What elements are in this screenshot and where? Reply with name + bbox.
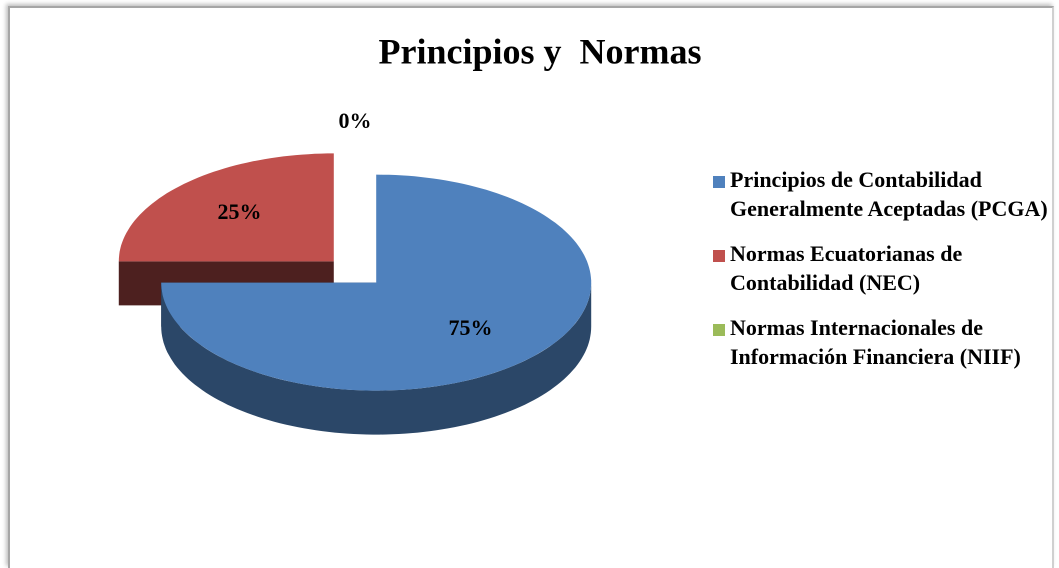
legend-label: Normas Internacionales de Información Fi… (730, 315, 1021, 369)
data-label: 25% (218, 199, 262, 224)
data-label: 0% (339, 108, 372, 133)
chart: Principios y Normas 75% 25% 0% (118, 31, 702, 435)
slice-side (161, 282, 592, 435)
legend-entry: Normas Ecuatorianas de Contabilidad (NEC… (712, 239, 1052, 297)
legend-swatch (713, 176, 725, 188)
legend-swatch (713, 250, 725, 262)
legend-label: Normas Ecuatorianas de Contabilidad (NEC… (730, 241, 963, 295)
slice (161, 174, 592, 391)
legend: Principios de Contabilidad Generalmente … (712, 165, 1052, 387)
data-label: 75% (448, 315, 492, 340)
chart-title: Principios y Normas (379, 31, 702, 71)
chart-frame (8, 6, 1054, 568)
page: Principios y Normas 75% 25% 0% Principios … (8, 6, 1054, 568)
legend-label: Principios de Contabilidad Generalmente … (730, 167, 1048, 221)
slice (118, 153, 334, 262)
legend-entry: Normas Internacionales de Información Fi… (712, 313, 1052, 371)
legend-entry: Principios de Contabilidad Generalmente … (712, 165, 1052, 223)
legend-swatch (713, 324, 725, 336)
